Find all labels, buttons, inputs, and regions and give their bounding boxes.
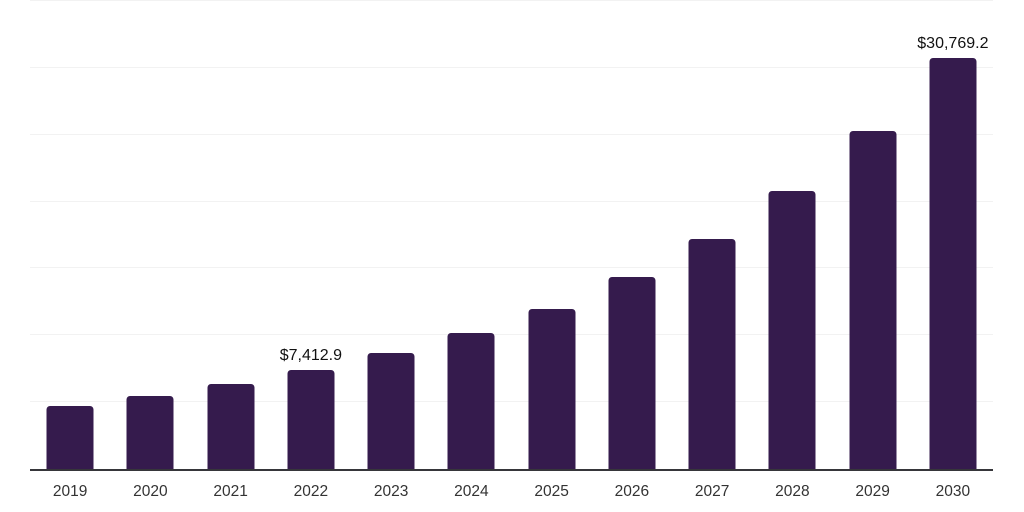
gridline bbox=[30, 0, 993, 1]
x-tick-2024: 2024 bbox=[454, 483, 489, 500]
x-tick-2020: 2020 bbox=[133, 483, 168, 500]
bar-2030 bbox=[929, 57, 977, 469]
bar-2029 bbox=[849, 131, 897, 469]
gridline bbox=[30, 66, 993, 68]
bar-2024 bbox=[447, 332, 495, 469]
x-tick-2019: 2019 bbox=[52, 483, 88, 500]
x-tick-2023: 2023 bbox=[373, 483, 409, 500]
gridline bbox=[30, 133, 993, 135]
bar-2028 bbox=[768, 190, 816, 469]
bar-2021 bbox=[207, 383, 255, 469]
x-tick-2030: 2030 bbox=[935, 483, 971, 500]
x-tick-2026: 2026 bbox=[614, 483, 650, 500]
data-label-2030: $30,769.2 bbox=[917, 34, 989, 52]
bar-2027 bbox=[688, 239, 736, 469]
plot-area: $7,412.9 $30,769.2 bbox=[30, 0, 993, 471]
bar-2019 bbox=[46, 406, 94, 469]
gridline bbox=[30, 200, 993, 202]
gridline bbox=[30, 334, 993, 336]
data-label-2022: $7,412.9 bbox=[279, 346, 343, 364]
gridline bbox=[30, 267, 993, 269]
bar-2023 bbox=[367, 353, 415, 469]
bar-2022 bbox=[287, 369, 335, 469]
bar-2020 bbox=[126, 396, 174, 469]
x-tick-2027: 2027 bbox=[694, 483, 730, 500]
x-tick-2029: 2029 bbox=[855, 483, 890, 500]
gridline bbox=[30, 401, 993, 403]
x-axis: 2019 2020 2021 2022 2023 2024 2025 2026 2027 2028… bbox=[30, 481, 993, 503]
bar-2026 bbox=[608, 277, 656, 469]
bar-2025 bbox=[528, 308, 576, 469]
x-tick-2028: 2028 bbox=[775, 483, 810, 500]
x-tick-2025: 2025 bbox=[534, 483, 569, 500]
x-tick-2021: 2021 bbox=[213, 483, 248, 500]
x-tick-2022: 2022 bbox=[293, 483, 329, 500]
